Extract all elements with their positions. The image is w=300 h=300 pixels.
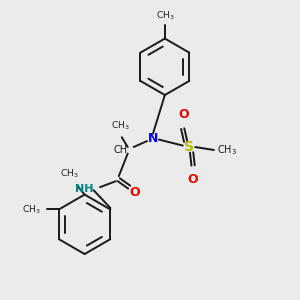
Text: NH: NH — [75, 184, 94, 194]
Text: S: S — [184, 140, 194, 154]
Text: CH$_3$: CH$_3$ — [217, 143, 237, 157]
Text: O: O — [129, 186, 140, 199]
Text: O: O — [179, 108, 190, 121]
Text: CH$_3$: CH$_3$ — [22, 203, 41, 216]
Text: CH$_3$: CH$_3$ — [155, 10, 174, 22]
Text: N: N — [148, 132, 158, 145]
Text: O: O — [188, 173, 198, 186]
Text: CH$_3$: CH$_3$ — [60, 167, 79, 180]
Text: CH: CH — [114, 145, 128, 155]
Text: CH$_3$: CH$_3$ — [111, 120, 130, 132]
